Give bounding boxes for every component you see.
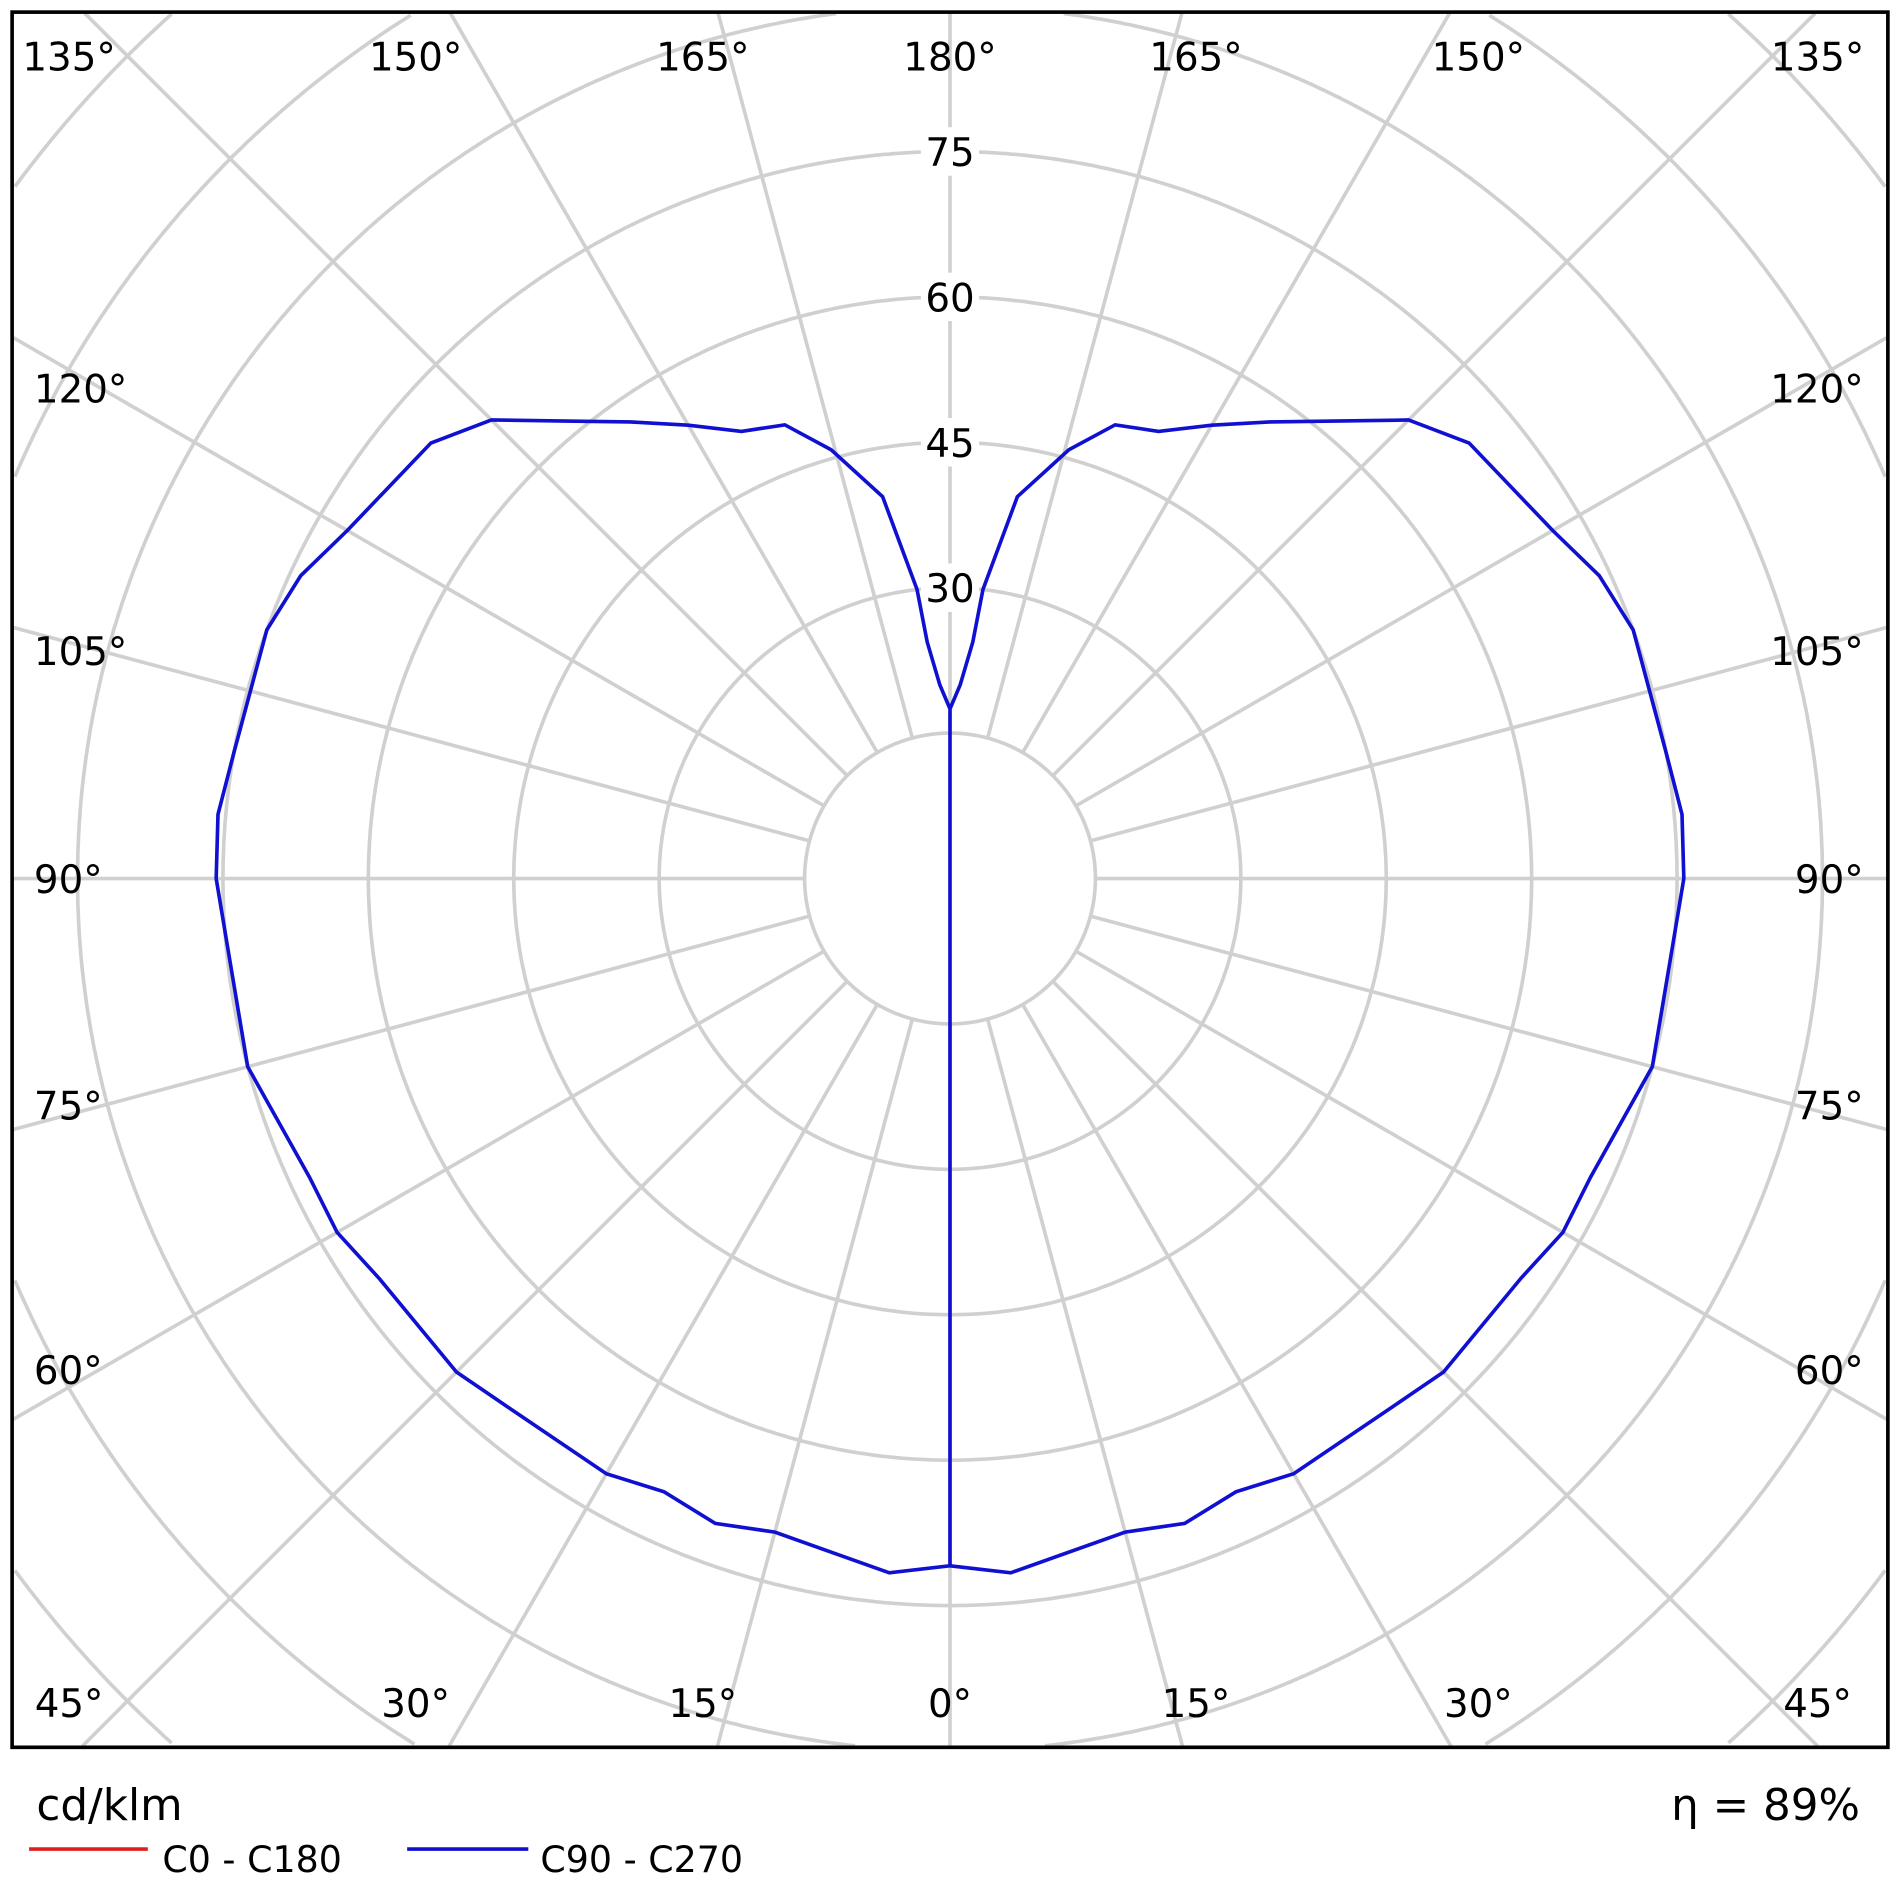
grid-spoke xyxy=(1075,336,1888,808)
grid-spoke xyxy=(1075,949,1888,1421)
angle-label: 120° xyxy=(34,367,127,412)
angle-label: 150° xyxy=(369,35,462,80)
angle-label: 60° xyxy=(34,1349,103,1394)
legend-label-c0-c180: C0 - C180 xyxy=(162,1838,341,1881)
grid-ring xyxy=(75,11,1825,1748)
grid-spoke xyxy=(12,336,825,808)
tick-label-bg xyxy=(920,418,980,467)
legend: C0 - C180 C90 - C270 xyxy=(29,1838,743,1881)
angle-label: 135° xyxy=(1771,35,1864,80)
grid-spoke xyxy=(448,12,879,754)
angle-label: 150° xyxy=(1432,35,1525,80)
unit-label: cd/klm xyxy=(36,1781,182,1831)
angle-label: 30° xyxy=(1444,1682,1513,1727)
grid-spoke xyxy=(985,1018,1185,1747)
radial-tick-labels: 30 45 60 75 xyxy=(920,127,980,612)
radial-tick-label: 75 xyxy=(925,131,974,176)
grid-spoke xyxy=(715,1018,915,1747)
angle-label: 120° xyxy=(1770,367,1863,412)
grid-spoke xyxy=(1089,625,1888,843)
grid-spoke xyxy=(12,914,811,1132)
angle-label: 90° xyxy=(34,858,103,903)
grid-spoke xyxy=(447,1003,879,1748)
grid-spoke xyxy=(81,980,849,1748)
angle-label: 30° xyxy=(381,1682,450,1727)
grid-spoke xyxy=(12,949,825,1421)
tick-label-bg xyxy=(920,563,980,612)
angle-label: 15° xyxy=(668,1682,737,1727)
angle-label: 15° xyxy=(1162,1682,1231,1727)
grid-spoke xyxy=(1089,914,1888,1132)
grid-spoke xyxy=(1051,980,1819,1748)
angle-label: 75° xyxy=(1795,1085,1864,1130)
angle-label: 180° xyxy=(903,35,996,80)
angle-labels: 135° 150° 165° 180° 165° 150° 135° 45° 30° 15° 0° 1… xyxy=(22,35,1864,1727)
angle-label: 60° xyxy=(1795,1349,1864,1394)
grid-spoke xyxy=(12,625,811,843)
grid-spoke xyxy=(1021,12,1452,754)
legend-label-c90-c270: C90 - C270 xyxy=(540,1838,743,1881)
grid-spoke xyxy=(1051,12,1817,777)
angle-label: 90° xyxy=(1795,858,1864,903)
radial-tick-label: 60 xyxy=(925,276,974,321)
angle-label: 75° xyxy=(34,1085,103,1130)
efficiency-label: η = 89% xyxy=(1671,1781,1860,1831)
angle-label: 45° xyxy=(1783,1682,1852,1727)
radial-tick-label: 45 xyxy=(925,422,974,467)
angle-label: 105° xyxy=(34,630,127,675)
grid-spoke xyxy=(716,12,915,739)
radial-tick-label: 30 xyxy=(925,567,974,612)
plot-frame xyxy=(10,10,1890,1750)
series-line-c90-c270 xyxy=(214,418,1686,1575)
series-curves xyxy=(214,418,1686,1575)
angle-label: 165° xyxy=(1149,35,1242,80)
grid-ring xyxy=(13,12,1887,1745)
angle-label: 165° xyxy=(656,35,749,80)
grid-spoke xyxy=(985,12,1184,739)
tick-label-bg xyxy=(920,127,980,176)
angle-label: 0° xyxy=(928,1682,972,1727)
angle-label: 135° xyxy=(22,35,115,80)
grid-spoke xyxy=(1021,1003,1453,1748)
tick-label-bg xyxy=(920,272,980,322)
grid-ring xyxy=(13,13,1887,1746)
grid-spoke xyxy=(83,12,849,777)
angle-label: 105° xyxy=(1770,630,1863,675)
angle-label: 45° xyxy=(35,1682,104,1727)
